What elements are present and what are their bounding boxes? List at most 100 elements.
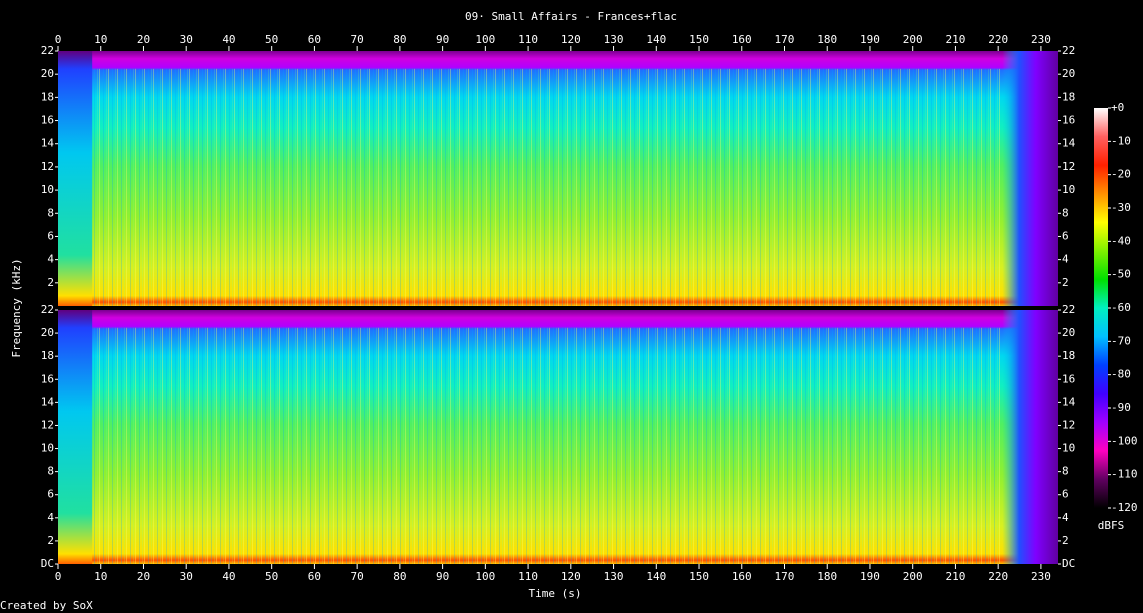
y-tick-label: 16: [1062, 114, 1075, 127]
fade-out: [1002, 310, 1058, 564]
x-tick-label: 150: [689, 33, 709, 46]
x-tick-label: 50: [265, 33, 278, 46]
x-tick-label: 90: [436, 570, 449, 583]
x-tick-label: 140: [646, 33, 666, 46]
y-tick-label: 18: [41, 349, 54, 362]
x-tick-label: 160: [732, 570, 752, 583]
y-tick-label: 2: [47, 276, 54, 289]
x-tick-label: 210: [945, 570, 965, 583]
x-tick-label: 220: [988, 33, 1008, 46]
y-tick-label: 22: [1062, 44, 1075, 57]
y-tick-label: 12: [1062, 160, 1075, 173]
y-tick-label: 10: [1062, 442, 1075, 455]
y-tick-label: 10: [1062, 183, 1075, 196]
colorbar-tick-label: -90: [1111, 401, 1131, 414]
x-tick-label: 150: [689, 570, 709, 583]
x-tick-label: 80: [393, 33, 406, 46]
silent-intro: [58, 310, 93, 564]
x-tick-label: 30: [180, 33, 193, 46]
colorbar: [1094, 108, 1108, 508]
y-tick-label: DC: [1062, 557, 1075, 570]
y-tick-label: 18: [1062, 349, 1075, 362]
x-tick-label: 120: [561, 33, 581, 46]
colorbar-tick-label: -30: [1111, 201, 1131, 214]
colorbar-tick-label: +0: [1111, 101, 1124, 114]
x-tick-label: 160: [732, 33, 752, 46]
x-tick-label: 60: [308, 33, 321, 46]
x-tick-label: 170: [775, 570, 795, 583]
chart-title: 09· Small Affairs - Frances+flac: [465, 10, 677, 23]
y-tick-label: 16: [41, 114, 54, 127]
y-tick-label: 14: [1062, 395, 1076, 408]
x-tick-label: 210: [945, 33, 965, 46]
y-tick-label: 12: [41, 418, 54, 431]
x-tick-label: 50: [265, 570, 278, 583]
colorbar-tick-label: -120: [1111, 501, 1138, 514]
y-tick-label: 20: [41, 67, 54, 80]
spectrum-texture: [58, 327, 1003, 564]
colorbar-tick-label: -60: [1111, 301, 1131, 314]
x-tick-label: 200: [903, 33, 923, 46]
y-tick-label: 8: [1062, 465, 1069, 478]
x-tick-label: 70: [351, 570, 364, 583]
y-tick-label: 16: [41, 372, 54, 385]
y-tick-label: 20: [1062, 326, 1075, 339]
x-tick-label: 110: [518, 33, 538, 46]
x-tick-label: 180: [817, 570, 837, 583]
x-tick-label: 130: [604, 33, 624, 46]
y-tick-label: 22: [41, 44, 54, 57]
y-tick-label: 22: [1062, 303, 1075, 316]
colorbar-label: dBFS: [1098, 519, 1125, 532]
y-tick-label: 6: [1062, 229, 1069, 242]
y-tick-label: 14: [41, 395, 55, 408]
x-tick-label: 190: [860, 570, 880, 583]
x-tick-label: 200: [903, 570, 923, 583]
fade-out: [1002, 51, 1058, 306]
colorbar-tick-label: -50: [1111, 268, 1131, 281]
y-tick-label: 2: [1062, 534, 1069, 547]
x-tick-label: 0: [55, 33, 62, 46]
y-tick-label: DC: [41, 557, 54, 570]
y-tick-label: 18: [1062, 90, 1075, 103]
silent-intro: [58, 51, 93, 306]
y-tick-label: 6: [47, 229, 54, 242]
x-tick-label: 80: [393, 570, 406, 583]
y-tick-label: 20: [1062, 67, 1075, 80]
y-tick-label: 6: [47, 488, 54, 501]
y-tick-label: 8: [47, 206, 54, 219]
y-axis-label: Frequency (kHz): [10, 258, 23, 357]
x-tick-label: 20: [137, 33, 150, 46]
spectrum-texture: [58, 68, 1003, 306]
y-tick-label: 4: [47, 253, 54, 266]
x-tick-label: 100: [475, 33, 495, 46]
x-tick-label: 230: [1031, 570, 1051, 583]
x-tick-label: 10: [94, 570, 107, 583]
x-tick-label: 170: [775, 33, 795, 46]
y-tick-label: 10: [41, 183, 54, 196]
colorbar-tick-label: -20: [1111, 168, 1131, 181]
y-tick-label: 8: [1062, 206, 1069, 219]
x-tick-label: 190: [860, 33, 880, 46]
colorbar-tick-label: -70: [1111, 334, 1131, 347]
y-tick-label: 22: [41, 303, 54, 316]
x-tick-label: 100: [475, 570, 495, 583]
y-tick-label: 4: [47, 511, 54, 524]
y-tick-label: 2: [1062, 276, 1069, 289]
y-tick-label: 14: [1062, 137, 1076, 150]
y-tick-label: 18: [41, 90, 54, 103]
spectrogram-body: [58, 51, 1058, 564]
x-tick-label: 40: [222, 570, 235, 583]
y-tick-label: 6: [1062, 488, 1069, 501]
colorbar-tick-label: -40: [1111, 234, 1131, 247]
x-tick-label: 120: [561, 570, 581, 583]
x-tick-label: 60: [308, 570, 321, 583]
y-tick-label: 14: [41, 137, 55, 150]
x-tick-label: 90: [436, 33, 449, 46]
x-tick-label: 220: [988, 570, 1008, 583]
x-tick-label: 20: [137, 570, 150, 583]
footer: Created by SoX: [0, 599, 93, 612]
x-tick-label: 230: [1031, 33, 1051, 46]
colorbar-tick-label: -110: [1111, 468, 1138, 481]
y-tick-label: 4: [1062, 253, 1069, 266]
